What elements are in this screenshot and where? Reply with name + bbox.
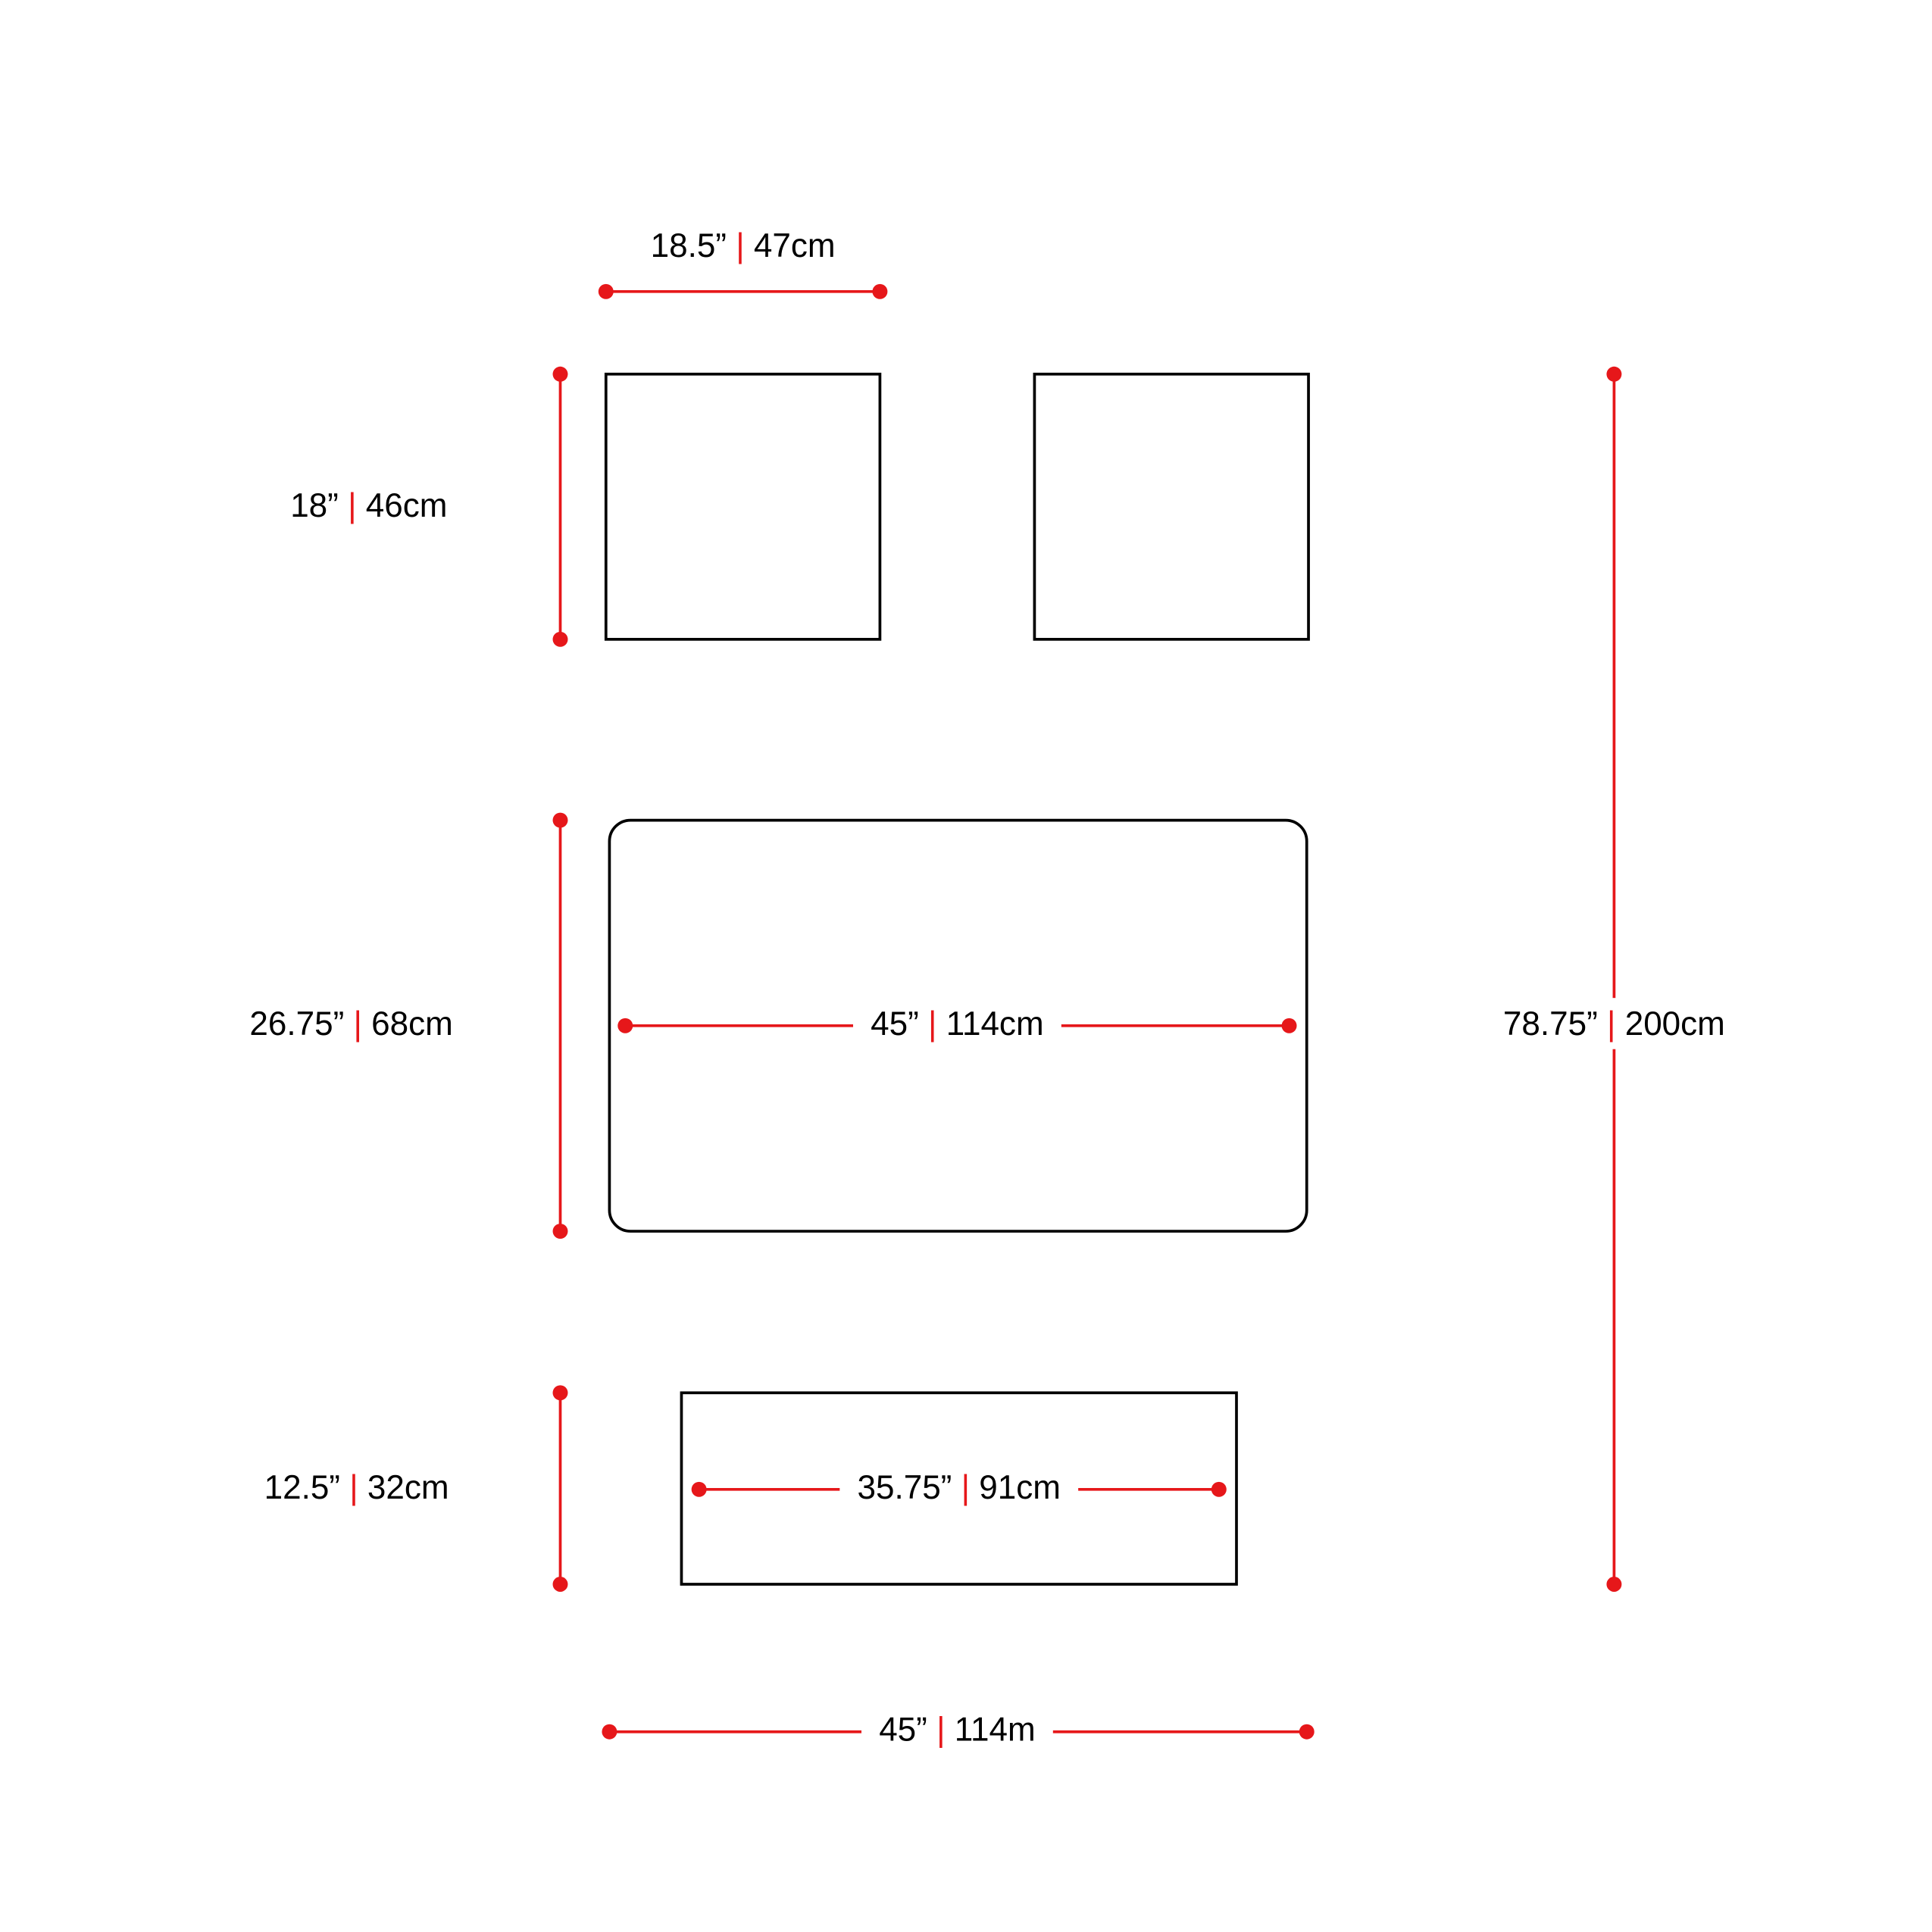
bench_height_left-imperial: 12.5”: [264, 1468, 350, 1505]
bench_height_left-dot-start: [553, 1385, 568, 1400]
chair_width_top-dot-start: [599, 284, 614, 299]
total_width_bottom-metric: 114m: [946, 1711, 1036, 1748]
chair_width_top-imperial: 18.5”: [651, 227, 736, 264]
total_width_bottom-separator: |: [936, 1711, 945, 1748]
total_width_bottom-label: 45” | 114m: [861, 1704, 1053, 1755]
total_width_bottom-dot-start: [602, 1724, 617, 1740]
total_height_right-separator: |: [1607, 1005, 1615, 1042]
table_height_left-separator: |: [354, 1005, 362, 1042]
svg-text:12.5” | 32cm: 12.5” | 32cm: [264, 1468, 449, 1505]
total_height_right-metric: 200cm: [1615, 1005, 1724, 1042]
table_height_left-dot-start: [553, 813, 568, 828]
table_height_left-metric: 68cm: [362, 1005, 453, 1042]
total_height_right-imperial: 78.75”: [1503, 1005, 1607, 1042]
canvas-background: [0, 0, 1932, 1932]
bench_width_inside-metric: 91cm: [970, 1468, 1061, 1505]
svg-text:45” | 114cm: 45” | 114cm: [871, 1005, 1043, 1042]
table_height_left-imperial: 26.75”: [249, 1005, 353, 1042]
total_width_bottom-imperial: 45”: [879, 1711, 936, 1748]
bench_width_inside-dot-start: [692, 1482, 707, 1497]
chair_height_left-metric: 46cm: [357, 487, 448, 524]
chair_height_left-label: 18” | 46cm: [290, 487, 447, 524]
total_height_right-label: 78.75” | 200cm: [1486, 998, 1743, 1049]
table_width_inside-dot-start: [617, 1018, 633, 1033]
chair_width_top-metric: 47cm: [745, 227, 836, 264]
table_height_left-label: 26.75” | 68cm: [249, 1005, 452, 1042]
total_width_bottom-dot-end: [1299, 1724, 1315, 1740]
bench_width_inside-dot-end: [1211, 1482, 1227, 1497]
table_width_inside-imperial: 45”: [871, 1005, 928, 1042]
table_width_inside-dot-end: [1282, 1018, 1297, 1033]
total_height_right-dot-end: [1606, 1577, 1621, 1592]
bench_height_left-metric: 32cm: [358, 1468, 449, 1505]
chair_width_top-dot-end: [872, 284, 887, 299]
table_height_left-dot-end: [553, 1224, 568, 1239]
chair_width_top-separator: |: [736, 227, 744, 264]
bench_height_left-label: 12.5” | 32cm: [264, 1468, 449, 1505]
svg-text:45” | 114m: 45” | 114m: [879, 1711, 1035, 1748]
svg-text:26.75” | 68cm: 26.75” | 68cm: [249, 1005, 452, 1042]
total_height_right-dot-start: [1606, 367, 1621, 382]
bench_width_inside-separator: |: [961, 1468, 970, 1505]
svg-text:35.75” | 91cm: 35.75” | 91cm: [858, 1468, 1061, 1505]
chair_width_top-label: 18.5” | 47cm: [651, 227, 836, 264]
chair_height_left-separator: |: [348, 487, 356, 524]
svg-text:78.75” | 200cm: 78.75” | 200cm: [1503, 1005, 1725, 1042]
chair_height_left-dot-end: [553, 632, 568, 647]
chair_height_left-imperial: 18”: [290, 487, 348, 524]
table_width_inside-label: 45” | 114cm: [853, 998, 1061, 1049]
svg-text:18.5” | 47cm: 18.5” | 47cm: [651, 227, 836, 264]
chair_height_left-dot-start: [553, 367, 568, 382]
table_width_inside-metric: 114cm: [937, 1005, 1044, 1042]
svg-text:18” | 46cm: 18” | 46cm: [290, 487, 447, 524]
bench_height_left-separator: |: [349, 1468, 358, 1505]
bench_width_inside-label: 35.75” | 91cm: [839, 1462, 1078, 1513]
table_width_inside-separator: |: [928, 1005, 936, 1042]
bench_height_left-dot-end: [553, 1577, 568, 1592]
bench_width_inside-imperial: 35.75”: [858, 1468, 961, 1505]
